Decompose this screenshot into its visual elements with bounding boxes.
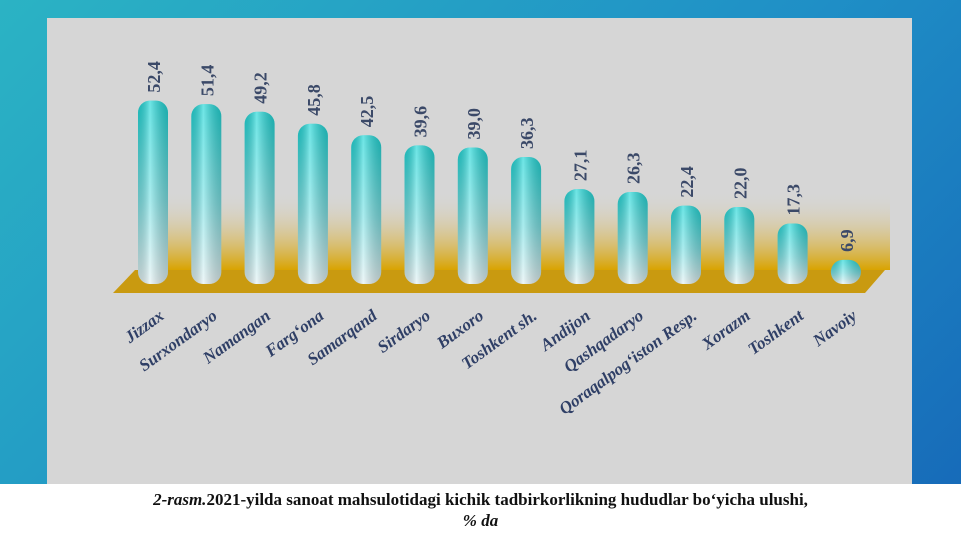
bar-shade xyxy=(351,135,382,284)
value-label: 52,4 xyxy=(144,61,164,93)
bar-shade xyxy=(671,205,701,284)
value-label: 22,4 xyxy=(677,166,697,198)
bar-shade xyxy=(511,156,542,284)
value-label: 39,0 xyxy=(464,108,484,140)
bar-shade xyxy=(138,100,168,284)
bar-shade xyxy=(191,104,222,284)
value-label: 49,2 xyxy=(251,72,271,104)
value-label: 39,6 xyxy=(411,106,431,138)
value-label: 17,3 xyxy=(784,184,804,216)
bar-shade xyxy=(830,259,861,284)
value-label: 51,4 xyxy=(197,65,217,97)
bar-shade xyxy=(777,223,808,284)
bar-shade xyxy=(457,147,488,284)
bar-shade xyxy=(297,123,328,284)
value-label: 42,5 xyxy=(357,96,377,128)
caption-label: 2-rasm. xyxy=(153,490,207,509)
value-label: 22,0 xyxy=(730,168,750,200)
caption: 2-rasm.2021-yilda sanoat mahsulotidagi k… xyxy=(0,484,961,540)
value-label: 36,3 xyxy=(517,117,537,149)
value-label: 26,3 xyxy=(624,152,644,184)
value-label: 45,8 xyxy=(304,84,324,116)
floor xyxy=(113,270,885,293)
bar-shade xyxy=(564,189,595,284)
caption-text: 2021-yilda sanoat mahsulotidagi kichik t… xyxy=(206,490,808,509)
bar-shade xyxy=(404,145,435,284)
bar-shade xyxy=(617,191,648,284)
caption-unit: % da xyxy=(462,511,499,530)
bar-shade xyxy=(244,111,275,284)
value-label: 27,1 xyxy=(570,150,590,182)
value-label: 6,9 xyxy=(837,229,857,252)
bar-shade xyxy=(724,207,755,284)
